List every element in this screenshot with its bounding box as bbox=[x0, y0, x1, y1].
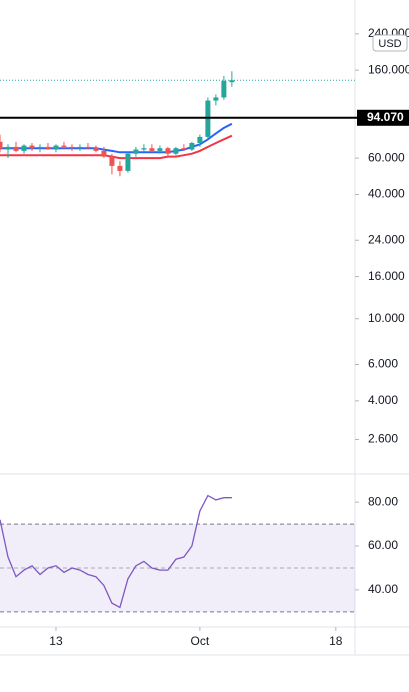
moving-average bbox=[0, 122, 233, 154]
candle-body bbox=[133, 149, 139, 154]
x-tick-label: Oct bbox=[191, 634, 210, 648]
candle-body bbox=[165, 148, 171, 154]
candle-body bbox=[77, 146, 83, 149]
candle-body bbox=[13, 146, 19, 151]
y-tick-label: 10.000 bbox=[368, 311, 405, 325]
price-pane bbox=[0, 71, 355, 177]
moving-average bbox=[0, 134, 233, 160]
candle-body bbox=[0, 141, 3, 150]
x-tick-label: 18 bbox=[329, 634, 343, 648]
candle-body bbox=[125, 153, 131, 171]
candle-body bbox=[197, 136, 203, 144]
rsi-pane bbox=[0, 494, 355, 613]
candle-body bbox=[181, 148, 187, 150]
candle-body bbox=[229, 80, 235, 83]
candle-body bbox=[69, 146, 75, 149]
candle-body bbox=[29, 145, 35, 149]
candle-body bbox=[221, 80, 227, 98]
candle-body bbox=[141, 148, 147, 150]
y-tick-label: 4.000 bbox=[368, 393, 398, 407]
candle-body bbox=[189, 143, 195, 150]
candle-body bbox=[101, 150, 107, 157]
y-tick-label: 60.00 bbox=[368, 538, 398, 552]
y-tick-label: 40.00 bbox=[368, 582, 398, 596]
candle-body bbox=[157, 148, 163, 151]
currency-label: USD bbox=[378, 38, 401, 50]
rsi-line bbox=[0, 494, 232, 609]
level-badge bbox=[357, 109, 409, 126]
candle-body bbox=[213, 97, 219, 101]
y-tick-label: 60.000 bbox=[368, 150, 405, 164]
candle-body bbox=[117, 165, 123, 171]
candle-body bbox=[85, 146, 91, 149]
candle-body bbox=[5, 146, 11, 150]
candle-body bbox=[109, 156, 115, 166]
candle-body bbox=[21, 145, 27, 151]
candle-body bbox=[37, 146, 43, 149]
x-tick-label: 13 bbox=[49, 634, 63, 648]
currency-badge bbox=[372, 34, 408, 52]
candle-body bbox=[93, 148, 99, 151]
y-tick-label: 16.000 bbox=[368, 269, 405, 283]
y-tick-label: 160.000 bbox=[368, 62, 409, 76]
y-tick-label: 40.000 bbox=[368, 187, 405, 201]
candle-body bbox=[45, 146, 51, 150]
level-label: 94.070 bbox=[367, 110, 404, 124]
y-tick-label: 6.000 bbox=[368, 357, 398, 371]
y-tick-label: 2.600 bbox=[368, 432, 398, 446]
y-tick-label: 80.00 bbox=[368, 494, 398, 508]
axes: 240.000160.00060.00040.00024.00016.00010… bbox=[0, 26, 409, 648]
candle-body bbox=[173, 148, 179, 154]
candle-body bbox=[53, 145, 59, 150]
candle-body bbox=[61, 145, 67, 147]
candle-body bbox=[149, 148, 155, 151]
y-tick-label: 24.000 bbox=[368, 232, 405, 246]
